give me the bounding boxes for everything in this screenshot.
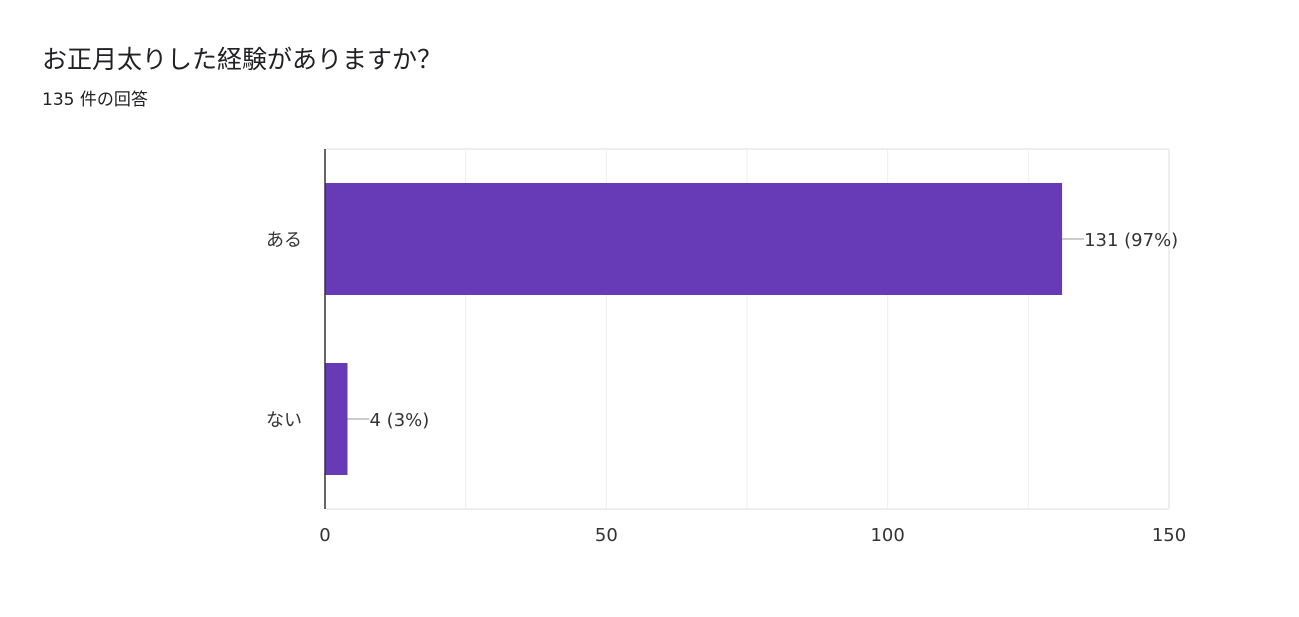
x-tick-label: 50	[595, 525, 618, 546]
response-count: 135 件の回答	[42, 90, 148, 110]
axes: 0 50 100 150	[319, 149, 1186, 546]
data-label: 131 (97%)	[1084, 230, 1178, 251]
bar	[325, 363, 348, 475]
category-label: ある	[266, 230, 302, 251]
bars	[325, 183, 1063, 475]
x-tick-label: 100	[870, 525, 904, 546]
labels: ある 131 (97%) ない 4 (3%)	[266, 230, 1178, 431]
category-label: ない	[266, 410, 302, 431]
data-label: 4 (3%)	[370, 410, 430, 431]
x-tick-label: 150	[1152, 525, 1186, 546]
bar	[325, 183, 1063, 295]
x-tick-label: 0	[319, 525, 330, 546]
chart-title: お正月太りした経験がありますか？	[42, 45, 443, 74]
